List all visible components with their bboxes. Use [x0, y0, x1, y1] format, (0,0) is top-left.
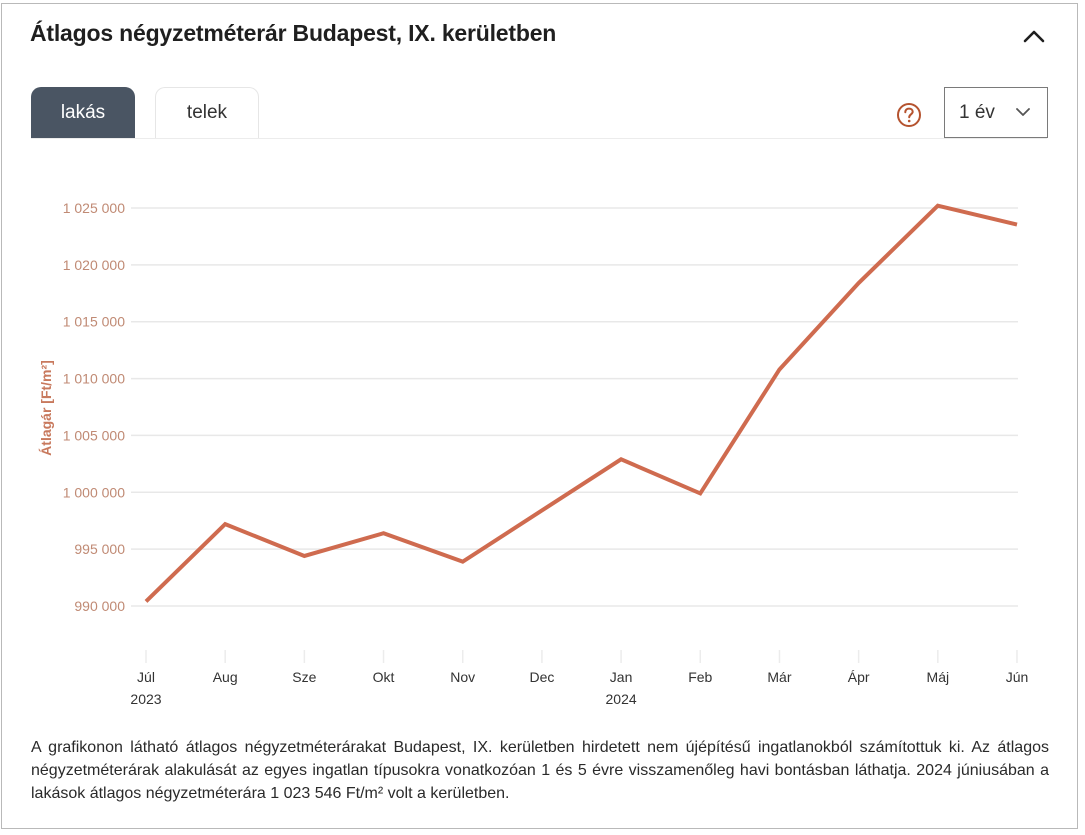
data-point: [619, 457, 623, 461]
data-point: [777, 367, 781, 371]
data-point: [144, 599, 148, 603]
period-select[interactable]: 1 év: [944, 87, 1048, 138]
line-chart: 990 000 995 000 1 000 000 1 005 000 1 010 00…: [38, 200, 1028, 707]
data-point: [936, 204, 940, 208]
data-point: [540, 508, 544, 512]
x-tick-label: Már: [767, 669, 791, 685]
y-tick-label: 1 020 000: [63, 257, 125, 273]
y-tick-label: 990 000: [74, 598, 125, 614]
price-chart-card: [1, 3, 1078, 829]
y-tick-label: 1 025 000: [63, 200, 125, 216]
collapse-button[interactable]: [1018, 24, 1050, 48]
period-select-value: 1 év: [959, 101, 995, 123]
tab-telek[interactable]: telek: [155, 87, 259, 138]
tab-label: telek: [186, 102, 228, 123]
data-point: [698, 491, 702, 495]
tab-lakas[interactable]: lakás: [31, 87, 135, 138]
x-tick-label: Feb: [688, 669, 712, 685]
x-tick-label: Júl: [137, 669, 155, 685]
y-tick-label: 1 010 000: [63, 371, 125, 387]
x-tick-label: Jan: [610, 669, 633, 685]
y-tick-labels: 990 000 995 000 1 000 000 1 005 000 1 010 00…: [63, 200, 126, 614]
y-tick-label: 1 000 000: [63, 484, 125, 500]
x-tick-label: Jún: [1006, 669, 1029, 685]
x-axis: Júl 2023 Aug Sze Okt Nov Dec Jan 2024 Feb Már Ápr Má…: [130, 650, 1028, 707]
gridlines: [131, 207, 1018, 607]
data-point: [382, 531, 386, 535]
tab-divider: [31, 138, 1047, 139]
x-tick-label: Okt: [373, 669, 395, 685]
y-tick-label: 1 005 000: [63, 427, 125, 443]
tab-label: lakás: [60, 101, 106, 123]
chevron-down-icon: [1016, 108, 1030, 116]
y-tick-label: 995 000: [74, 541, 125, 557]
y-axis-label: Átlagár [Ft/m²]: [38, 360, 54, 456]
series-group: [144, 203, 1019, 603]
x-tick-label: Nov: [450, 669, 475, 685]
data-point: [857, 281, 861, 285]
x-tick-label: Aug: [213, 669, 238, 685]
help-button[interactable]: [896, 102, 922, 128]
chevron-up-icon: [1023, 30, 1045, 43]
x-year-label: 2024: [606, 691, 637, 707]
x-tick-label: Dec: [529, 669, 554, 685]
question-circle-icon: [897, 103, 921, 127]
chart-description: A grafikonon látható átlagos négyzetméte…: [31, 739, 1049, 802]
x-year-label: 2023: [130, 691, 161, 707]
data-point: [223, 522, 227, 526]
x-tick-label: Sze: [292, 669, 316, 685]
y-tick-label: 1 015 000: [63, 314, 125, 330]
data-point: [461, 560, 465, 564]
data-point: [1015, 223, 1019, 227]
data-point: [302, 554, 306, 558]
x-tick-label: Ápr: [848, 669, 870, 685]
series-line-lakás: [144, 203, 1018, 603]
x-tick-label: Máj: [927, 669, 950, 685]
card-title: Átlagos négyzetméterár Budapest, IX. ker…: [30, 20, 557, 46]
